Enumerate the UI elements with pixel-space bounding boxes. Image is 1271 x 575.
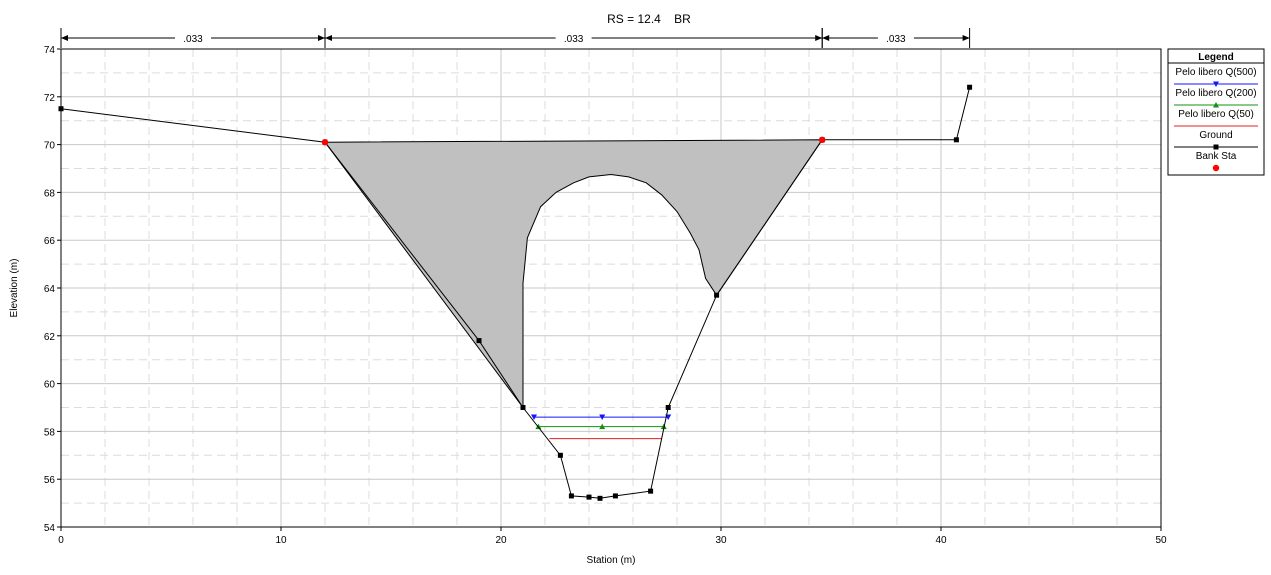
n-value-label: .033: [564, 34, 584, 45]
data-point-ground: [714, 292, 720, 298]
data-point-bank-sta: [819, 136, 826, 144]
series-layer: [58, 84, 973, 501]
y-tick-label: 66: [44, 236, 56, 247]
data-point-bank-sta: [321, 139, 329, 146]
y-tick-label: 56: [44, 475, 56, 486]
data-point-pelo-libero-q-500: [599, 414, 606, 421]
x-tick-label: 0: [58, 535, 64, 546]
data-point-ground: [597, 495, 603, 501]
data-point-ground: [665, 405, 671, 410]
n-arrow-head: [815, 35, 823, 41]
y-tick-label: 58: [44, 427, 56, 438]
n-arrow-head: [61, 35, 68, 41]
y-tick-label: 54: [44, 523, 56, 534]
mannings-n-layer: .033 .033 .033: [60, 28, 971, 48]
data-point-ground: [568, 493, 574, 499]
bridge-deck: [324, 139, 824, 410]
mannings-n-segment: .033: [324, 28, 823, 48]
data-point-ground: [476, 338, 482, 344]
data-point-ground: [953, 137, 959, 143]
y-tick-label: 68: [44, 188, 56, 199]
legend-entry-bank-sta: Bank Sta: [1196, 151, 1237, 172]
legend-entry-label: Pelo libero Q(500): [1175, 67, 1256, 78]
legend-entry-label: Ground: [1199, 130, 1232, 141]
legend-entry-marker: [1213, 102, 1219, 108]
data-point-pelo-libero-q-500: [531, 414, 537, 421]
data-point-ground: [612, 493, 618, 499]
y-axis-title: Elevation (m): [9, 259, 20, 318]
data-point-pelo-libero-q-200: [535, 423, 542, 430]
n-arrow-head: [325, 35, 332, 41]
n-arrow-head: [318, 35, 325, 41]
legend-entry-pelo-libero-q-500: Pelo libero Q(500): [1174, 67, 1258, 87]
legend-box: [1167, 48, 1265, 176]
data-point-ground: [520, 405, 526, 410]
series-pelo-libero-q-200: [535, 423, 667, 430]
mannings-n-segment: .033: [60, 28, 326, 48]
data-point-ground: [648, 488, 654, 494]
x-tick-label: 40: [935, 535, 947, 546]
data-point-ground: [557, 452, 563, 458]
legend-entry-label: Bank Sta: [1196, 151, 1237, 162]
bridge-deck-layer: [324, 139, 824, 410]
axes-layer: 0 10 20 30 40 50 54 56 58 60 62 64 66 68 70 72 74: [44, 45, 1167, 546]
series-pelo-libero-q-500: [531, 414, 672, 421]
series-bank-sta: [321, 136, 826, 146]
n-value-label: .033: [886, 34, 906, 45]
mannings-n-segment: .033: [821, 28, 971, 48]
grid-layer: [61, 49, 1161, 527]
y-tick-label: 72: [44, 93, 56, 104]
data-point-ground: [967, 84, 973, 90]
legend-title: Legend: [1198, 52, 1234, 63]
n-value-label: .033: [183, 34, 203, 45]
n-arrow-head: [822, 35, 830, 41]
legend-entry-label: Pelo libero Q(200): [1175, 88, 1256, 99]
legend-entry-marker: [1212, 164, 1220, 172]
x-tick-label: 10: [275, 535, 287, 546]
x-axis-title: Station (m): [587, 555, 636, 566]
n-arrow-head: [962, 35, 970, 41]
legend-entry-label: Pelo libero Q(50): [1178, 109, 1254, 120]
data-point-ground: [586, 494, 592, 500]
x-tick-label: 20: [495, 535, 507, 546]
y-tick-label: 70: [44, 141, 56, 152]
legend-entry-pelo-libero-q-50: Pelo libero Q(50): [1174, 109, 1258, 127]
y-tick-label: 64: [44, 284, 56, 295]
legend-entry-ground: Ground: [1174, 130, 1258, 150]
x-tick-label: 50: [1155, 535, 1167, 546]
legend-entry-marker: [1213, 144, 1219, 150]
legend: Legend Pelo libero Q(500) Pelo libero Q(20…: [1167, 48, 1265, 176]
data-point-pelo-libero-q-200: [599, 423, 606, 430]
y-tick-label: 60: [44, 380, 56, 391]
legend-entry-pelo-libero-q-200: Pelo libero Q(200): [1174, 88, 1258, 108]
x-tick-label: 30: [715, 535, 727, 546]
y-tick-label: 74: [44, 45, 56, 56]
legend-entry-marker: [1213, 81, 1219, 87]
chart-title: RS = 12.4 BR: [607, 12, 691, 26]
y-tick-label: 62: [44, 332, 56, 343]
